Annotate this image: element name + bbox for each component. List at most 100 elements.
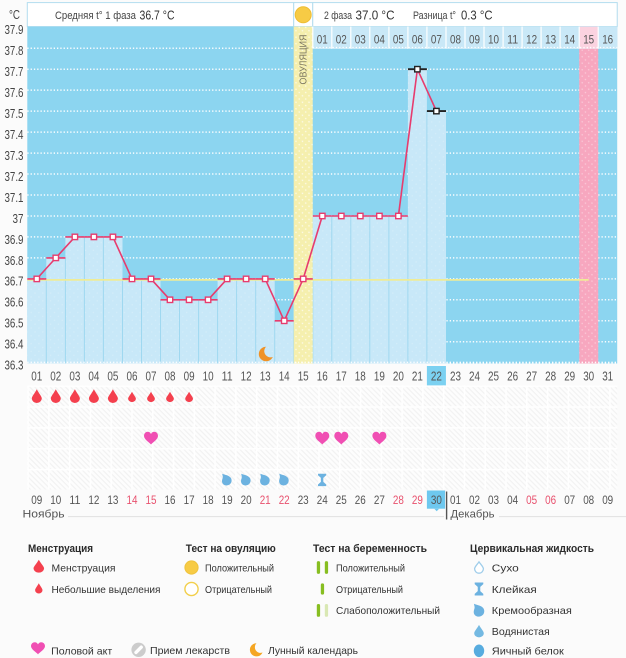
svg-text:Декабрь: Декабрь (451, 508, 495, 520)
svg-text:04: 04 (88, 369, 99, 384)
svg-text:08: 08 (165, 369, 176, 384)
svg-text:04: 04 (507, 495, 519, 507)
svg-text:21: 21 (260, 495, 271, 507)
svg-text:09: 09 (469, 33, 480, 47)
svg-text:0.3 °C: 0.3 °C (461, 9, 493, 23)
svg-text:14: 14 (564, 33, 575, 47)
svg-text:15: 15 (298, 369, 309, 384)
svg-text:11: 11 (222, 369, 233, 384)
svg-text:Отрицательный: Отрицательный (205, 584, 272, 596)
svg-text:37.0 °C: 37.0 °C (356, 9, 395, 23)
svg-text:22: 22 (279, 495, 290, 507)
svg-text:36.6: 36.6 (5, 296, 24, 310)
svg-text:05: 05 (526, 495, 537, 507)
svg-text:Разница t°: Разница t° (413, 10, 456, 22)
svg-text:30: 30 (583, 369, 594, 384)
svg-text:20: 20 (241, 495, 252, 507)
svg-text:07: 07 (431, 33, 442, 47)
svg-text:10: 10 (50, 495, 61, 507)
svg-text:29: 29 (564, 369, 575, 384)
svg-text:°C: °C (9, 8, 20, 22)
svg-text:12: 12 (88, 495, 99, 507)
svg-text:Небольшие выделения: Небольшие выделения (52, 584, 161, 596)
svg-text:03: 03 (355, 33, 366, 47)
svg-text:26: 26 (507, 369, 518, 384)
svg-text:28: 28 (545, 369, 556, 384)
svg-text:15: 15 (583, 33, 594, 47)
svg-text:02: 02 (336, 33, 347, 47)
svg-text:37.5: 37.5 (5, 107, 24, 121)
svg-text:14: 14 (279, 369, 290, 384)
svg-text:19: 19 (222, 495, 233, 507)
svg-text:31: 31 (602, 369, 613, 384)
svg-text:37.8: 37.8 (5, 44, 24, 58)
svg-text:05: 05 (107, 369, 118, 384)
svg-text:Менструация: Менструация (52, 562, 116, 574)
svg-text:Клейкая: Клейкая (492, 584, 537, 596)
svg-text:28: 28 (393, 495, 404, 507)
svg-text:01: 01 (317, 33, 328, 47)
svg-text:Прием лекарств: Прием лекарств (150, 645, 230, 657)
svg-text:Яичный белок: Яичный белок (492, 646, 564, 658)
svg-text:15: 15 (146, 495, 157, 507)
svg-text:05: 05 (393, 33, 404, 47)
svg-text:10: 10 (488, 33, 499, 47)
svg-text:37.1: 37.1 (5, 191, 24, 205)
svg-text:Половой акт: Половой акт (51, 645, 112, 657)
svg-text:Положительный: Положительный (205, 562, 274, 574)
svg-text:Цервикальная жидкость: Цервикальная жидкость (470, 543, 594, 555)
svg-text:Водянистая: Водянистая (492, 626, 550, 638)
svg-text:36.8: 36.8 (5, 254, 24, 268)
svg-text:36.4: 36.4 (5, 338, 24, 352)
svg-text:Средняя t° 1 фаза: Средняя t° 1 фаза (55, 10, 137, 22)
svg-text:36.5: 36.5 (5, 317, 24, 331)
svg-text:16: 16 (317, 369, 328, 384)
svg-text:23: 23 (298, 495, 309, 507)
svg-text:01: 01 (31, 369, 42, 384)
svg-text:37.7: 37.7 (5, 65, 24, 79)
svg-text:11: 11 (507, 33, 518, 47)
svg-text:19: 19 (374, 369, 385, 384)
svg-text:24: 24 (317, 495, 329, 507)
svg-text:16: 16 (165, 495, 176, 507)
svg-text:Тест на овуляцию: Тест на овуляцию (186, 543, 276, 555)
svg-text:36.3: 36.3 (5, 359, 24, 373)
svg-text:2 фаза: 2 фаза (324, 10, 353, 22)
svg-text:Положительный: Положительный (336, 562, 405, 574)
svg-text:Менструация: Менструация (28, 543, 93, 555)
svg-text:13: 13 (260, 369, 271, 384)
svg-text:08: 08 (450, 33, 461, 47)
svg-text:37: 37 (13, 212, 24, 226)
svg-text:Лунный календарь: Лунный календарь (268, 645, 359, 657)
svg-text:07: 07 (146, 369, 157, 384)
svg-text:29: 29 (412, 495, 423, 507)
svg-text:ОВУЛЯЦИЯ: ОВУЛЯЦИЯ (299, 35, 310, 85)
svg-text:11: 11 (69, 495, 80, 507)
svg-text:13: 13 (107, 495, 118, 507)
svg-text:36.7: 36.7 (5, 275, 24, 289)
svg-text:18: 18 (203, 495, 214, 507)
svg-text:36.9: 36.9 (5, 233, 24, 247)
svg-text:17: 17 (336, 369, 347, 384)
svg-text:02: 02 (469, 495, 480, 507)
svg-text:13: 13 (545, 33, 556, 47)
svg-text:Тест на беременность: Тест на беременность (313, 543, 427, 555)
svg-text:18: 18 (355, 369, 366, 384)
svg-text:22: 22 (431, 369, 442, 384)
svg-text:10: 10 (203, 369, 214, 384)
svg-text:09: 09 (184, 369, 195, 384)
svg-text:03: 03 (69, 369, 80, 384)
svg-text:36.7 °C: 36.7 °C (140, 9, 175, 23)
svg-text:12: 12 (241, 369, 252, 384)
svg-text:12: 12 (526, 33, 537, 47)
svg-text:27: 27 (526, 369, 537, 384)
svg-text:Сухо: Сухо (492, 562, 519, 574)
svg-text:03: 03 (488, 495, 499, 507)
svg-text:26: 26 (355, 495, 366, 507)
svg-text:23: 23 (450, 369, 461, 384)
svg-text:01: 01 (450, 495, 461, 507)
svg-text:06: 06 (127, 369, 138, 384)
svg-text:09: 09 (602, 495, 613, 507)
svg-text:17: 17 (184, 495, 195, 507)
svg-text:30: 30 (431, 495, 442, 507)
